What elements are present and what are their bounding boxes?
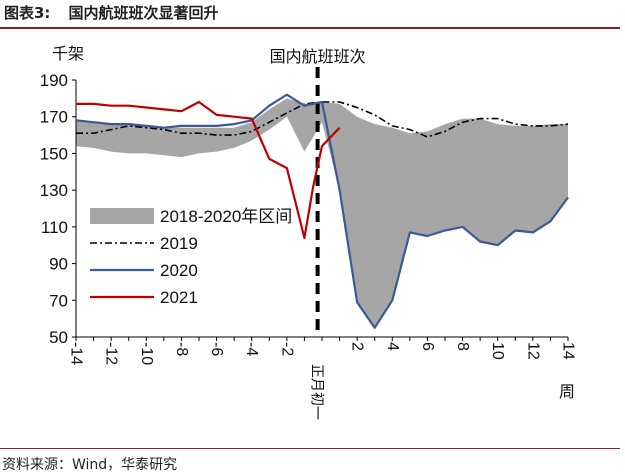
title-rule: [0, 27, 620, 29]
legend-label-band: 2018-2020年区间: [160, 207, 292, 226]
x-tick-label: 2: [349, 342, 366, 351]
x-tick-label: -10: [138, 342, 155, 365]
x-tick-label: -12: [103, 342, 120, 365]
x-tick-label: -14: [68, 342, 85, 365]
y-tick-label: 170: [40, 108, 68, 127]
flight-chart: 50 70 90 110 130 150 170 190 千架 -14 -12 -10 -8 -6 -4 -2…: [40, 45, 577, 420]
y-tick-label: 90: [49, 255, 68, 274]
x-tick-label: 8: [454, 342, 471, 351]
y-tick-label: 50: [49, 328, 68, 347]
y-axis-label: 千架: [52, 45, 84, 63]
x-tick-label: -4: [243, 342, 260, 356]
x-tick-label: 14: [560, 342, 577, 360]
x-tick-label: 12: [524, 342, 541, 360]
source-note: 资料来源：Wind，华泰研究: [2, 457, 178, 473]
x-tick-label: 10: [489, 342, 506, 360]
x-tick-label: 6: [419, 342, 436, 351]
y-tick-label: 190: [40, 71, 68, 90]
y-tick-label: 110: [41, 218, 68, 237]
y-tick-label: 70: [49, 291, 68, 310]
x-tick-label: 4: [384, 342, 401, 351]
x-axis-label: 周: [559, 384, 575, 401]
x-tick-label: -6: [208, 342, 225, 356]
legend-swatch-band: [90, 208, 154, 224]
legend-label-2021: 2021: [160, 288, 198, 307]
series-line-2021: [76, 100, 341, 239]
figure-title: 图表3: 国内航班班次显著回升: [4, 2, 218, 23]
x-tick-label: -2: [278, 342, 295, 356]
x-tick-label: -8: [173, 342, 190, 356]
series-line-2020: [75, 93, 569, 329]
figure-title-text: 国内航班班次显著回升: [68, 4, 219, 22]
y-tick-label: 150: [40, 144, 68, 163]
marker-label: 正月初一: [310, 364, 326, 420]
legend-label-2020: 2020: [160, 261, 198, 280]
legend-label-2019: 2019: [160, 234, 198, 253]
band-area: [76, 98, 568, 328]
bottom-rule: [0, 448, 620, 449]
marker-annotation: 国内航班班次: [270, 48, 366, 66]
y-tick-label: 130: [40, 181, 68, 200]
figure-number: 图表3:: [4, 4, 51, 22]
